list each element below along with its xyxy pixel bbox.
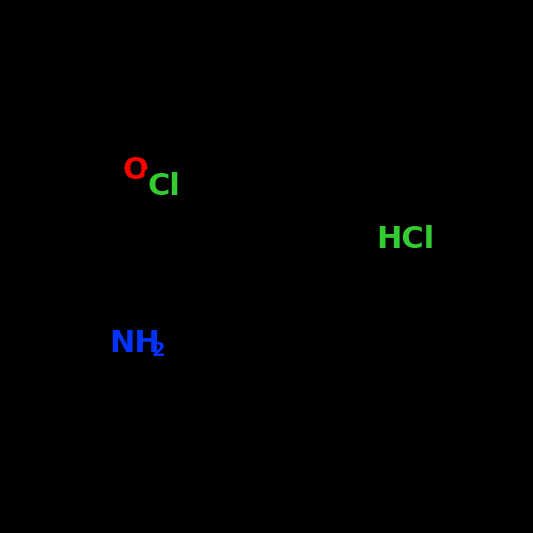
Text: 2: 2 [151,341,165,360]
Text: NH: NH [109,329,160,358]
Text: O: O [123,156,149,185]
Text: Cl: Cl [147,172,180,201]
Text: HCl: HCl [376,225,434,254]
